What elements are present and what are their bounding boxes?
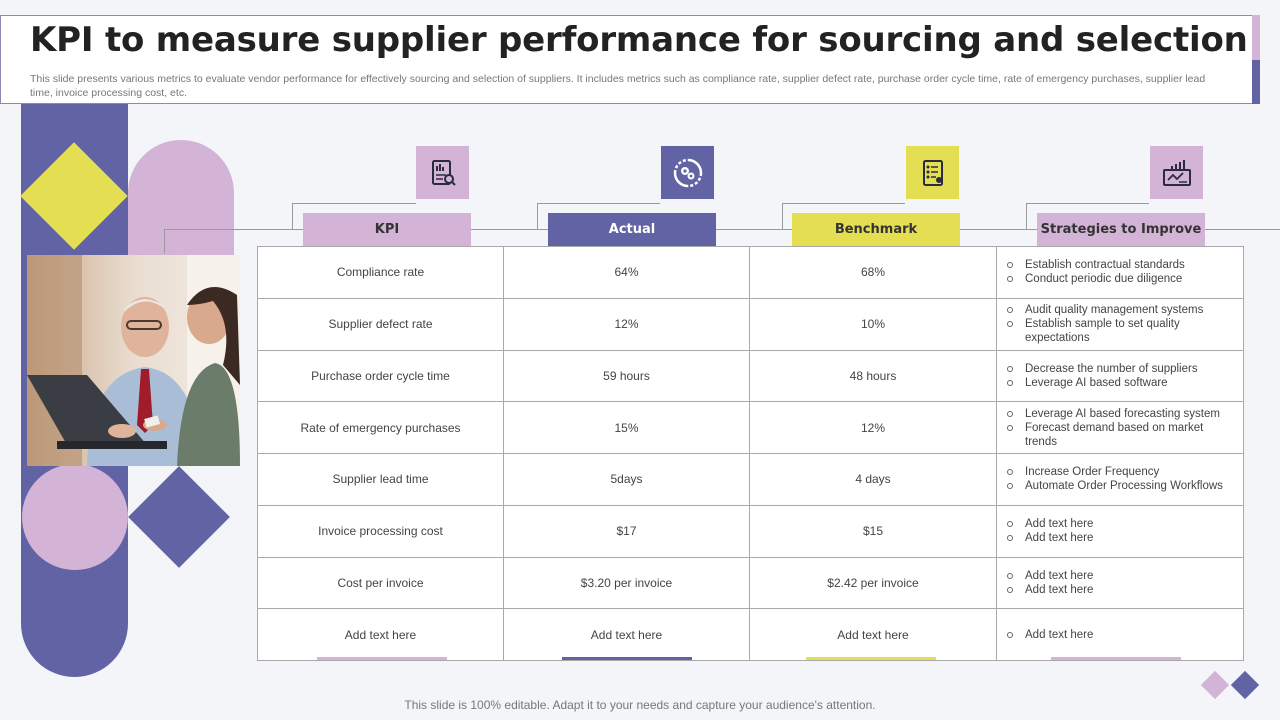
connector-actual-v <box>537 203 538 230</box>
kpi-cell: Add text here <box>257 608 504 661</box>
strategy-item: Leverage AI based software <box>1007 376 1237 390</box>
connector-benchmark-v <box>782 203 783 230</box>
kpi-cell: Cost per invoice <box>257 556 504 610</box>
strategy-item: Add text here <box>1007 583 1237 597</box>
table-row: Compliance rate 64% 68% Establish contra… <box>257 246 1244 299</box>
strategies-cell: Add text here <box>996 608 1244 661</box>
col-header-actual: Actual <box>548 213 716 246</box>
footer-diamond-lavender <box>1200 670 1230 700</box>
connector-kpi-v <box>292 203 293 230</box>
decor-navy-diamond <box>128 466 230 568</box>
strategy-item: Add text here <box>1007 531 1237 545</box>
connector-actual-h <box>537 203 660 204</box>
strategies-cell: Increase Order Frequency Automate Order … <box>996 453 1244 506</box>
column-underline-strategies <box>1051 657 1181 660</box>
clipboard-report-icon <box>416 146 469 199</box>
kpi-table: Compliance rate 64% 68% Establish contra… <box>257 246 1244 661</box>
column-underline-actual <box>562 657 692 660</box>
strategies-cell: Leverage AI based forecasting system For… <box>996 401 1244 454</box>
benchmark-cell: Add text here <box>749 608 997 661</box>
strategies-cell: Add text here Add text here <box>996 556 1244 610</box>
footer-note: This slide is 100% editable. Adapt it to… <box>404 698 876 712</box>
team-photo <box>27 255 240 466</box>
table-row: Rate of emergency purchases 15% 12% Leve… <box>257 401 1244 454</box>
kpi-cell: Compliance rate <box>257 246 504 299</box>
actual-cell: 15% <box>503 401 750 454</box>
header-accent-navy <box>1252 60 1260 104</box>
strategy-item: Establish sample to set quality expectat… <box>1007 317 1237 345</box>
growth-chart-icon <box>1150 146 1203 199</box>
actual-cell: 12% <box>503 297 750 351</box>
actual-cell: $3.20 per invoice <box>503 556 750 610</box>
benchmark-cell: $2.42 per invoice <box>749 556 997 610</box>
kpi-cell: Invoice processing cost <box>257 504 504 558</box>
strategy-item: Audit quality management systems <box>1007 303 1237 317</box>
strategy-item: Decrease the number of suppliers <box>1007 362 1237 376</box>
strategy-item: Automate Order Processing Workflows <box>1007 479 1237 493</box>
actual-cell: Add text here <box>503 608 750 661</box>
kpi-cell: Supplier lead time <box>257 453 504 506</box>
table-row: Cost per invoice $3.20 per invoice $2.42… <box>257 556 1244 610</box>
benchmark-cell: 12% <box>749 401 997 454</box>
connector-benchmark-h <box>782 203 905 204</box>
checklist-document-icon <box>906 146 959 199</box>
strategy-item: Add text here <box>1007 628 1237 642</box>
connector-strategies-v <box>1026 203 1027 230</box>
table-row: Supplier defect rate 12% 10% Audit quali… <box>257 297 1244 351</box>
table-row: Supplier lead time 5days 4 days Increase… <box>257 453 1244 506</box>
benchmark-cell: 10% <box>749 297 997 351</box>
cycle-gears-icon <box>661 146 714 199</box>
strategy-item: Add text here <box>1007 569 1237 583</box>
actual-cell: 64% <box>503 246 750 299</box>
strategies-cell: Audit quality management systems Establi… <box>996 297 1244 351</box>
column-underline-kpi <box>317 657 447 660</box>
col-header-benchmark: Benchmark <box>792 213 960 246</box>
strategies-cell: Establish contractual standards Conduct … <box>996 246 1244 299</box>
actual-cell: $17 <box>503 504 750 558</box>
connector-line-main <box>164 229 1280 230</box>
strategies-cell: Decrease the number of suppliers Leverag… <box>996 349 1244 403</box>
strategy-item: Forecast demand based on market trends <box>1007 421 1237 449</box>
strategy-item: Establish contractual standards <box>1007 258 1237 272</box>
col-header-strategies: Strategies to Improve <box>1037 213 1205 246</box>
connector-kpi-h <box>292 203 416 204</box>
decor-lavender-arch <box>128 140 234 260</box>
page-subtitle: This slide presents various metrics to e… <box>30 73 1206 99</box>
strategy-item: Increase Order Frequency <box>1007 465 1237 479</box>
actual-cell: 59 hours <box>503 349 750 403</box>
benchmark-cell: 4 days <box>749 453 997 506</box>
kpi-cell: Rate of emergency purchases <box>257 401 504 454</box>
header-accent-lavender <box>1252 15 1260 60</box>
strategy-item: Leverage AI based forecasting system <box>1007 407 1237 421</box>
strategy-item: Conduct periodic due diligence <box>1007 272 1237 286</box>
decor-lavender-circle <box>22 464 128 570</box>
connector-photo-drop <box>164 229 165 254</box>
table-row: Invoice processing cost $17 $15 Add text… <box>257 504 1244 558</box>
footer-diamond-navy <box>1230 670 1260 700</box>
strategy-item: Add text here <box>1007 517 1237 531</box>
connector-strategies-h <box>1026 203 1149 204</box>
benchmark-cell: 48 hours <box>749 349 997 403</box>
strategies-cell: Add text here Add text here <box>996 504 1244 558</box>
kpi-cell: Supplier defect rate <box>257 297 504 351</box>
benchmark-cell: 68% <box>749 246 997 299</box>
header-box <box>0 15 1259 104</box>
table-row: Add text here Add text here Add text her… <box>257 608 1244 661</box>
col-header-kpi: KPI <box>303 213 471 246</box>
kpi-cell: Purchase order cycle time <box>257 349 504 403</box>
column-underline-benchmark <box>806 657 936 660</box>
page-title: KPI to measure supplier performance for … <box>30 20 1248 60</box>
table-row: Purchase order cycle time 59 hours 48 ho… <box>257 349 1244 403</box>
benchmark-cell: $15 <box>749 504 997 558</box>
actual-cell: 5days <box>503 453 750 506</box>
